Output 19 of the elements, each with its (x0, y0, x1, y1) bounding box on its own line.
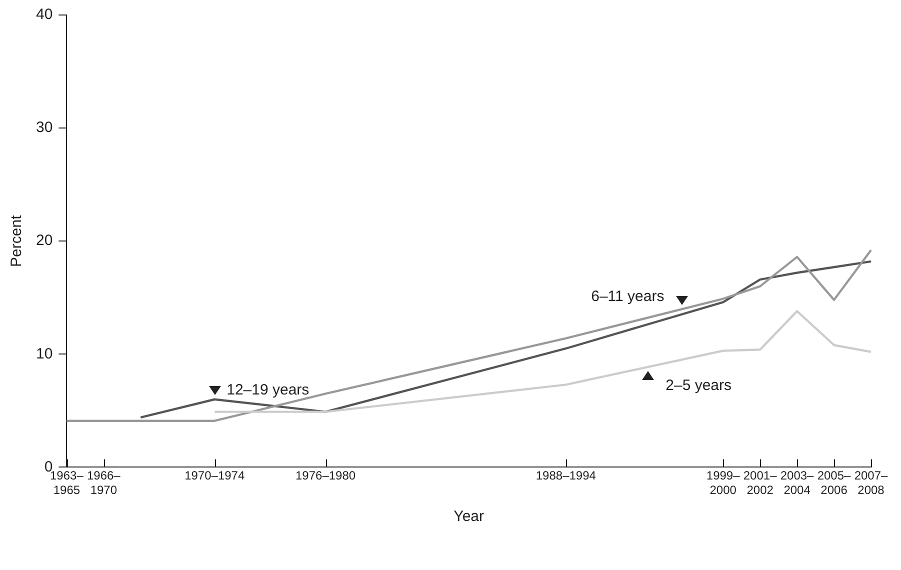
y-tick-label: 0 (44, 458, 53, 476)
x-axis-title: Year (454, 508, 484, 526)
series-label: 6–11 years (591, 288, 664, 306)
y-tick-label: 40 (36, 6, 53, 24)
y-tick-label: 30 (36, 119, 53, 136)
x-tick-label: 1976–1980 (296, 468, 356, 483)
x-tick-label: 1970–1974 (184, 468, 245, 483)
y-tick-label: 10 (36, 345, 53, 362)
x-tick-label: 1999–2000 (706, 468, 740, 498)
x-tick-label: 2001–2002 (743, 468, 778, 498)
series-label: 2–5 years (666, 377, 732, 394)
x-tick-label: 2005–2006 (817, 468, 852, 498)
x-tick-label: 1966–1970 (86, 468, 121, 498)
y-tick-label: 20 (36, 232, 53, 250)
series-label: 12–19 years (226, 382, 310, 399)
x-tick-label: 2007–2008 (854, 468, 888, 498)
y-axis-title: Percent (8, 214, 26, 267)
x-tick-label: 2003–2004 (780, 468, 814, 498)
x-tick-label: 1988–1994 (536, 468, 596, 483)
